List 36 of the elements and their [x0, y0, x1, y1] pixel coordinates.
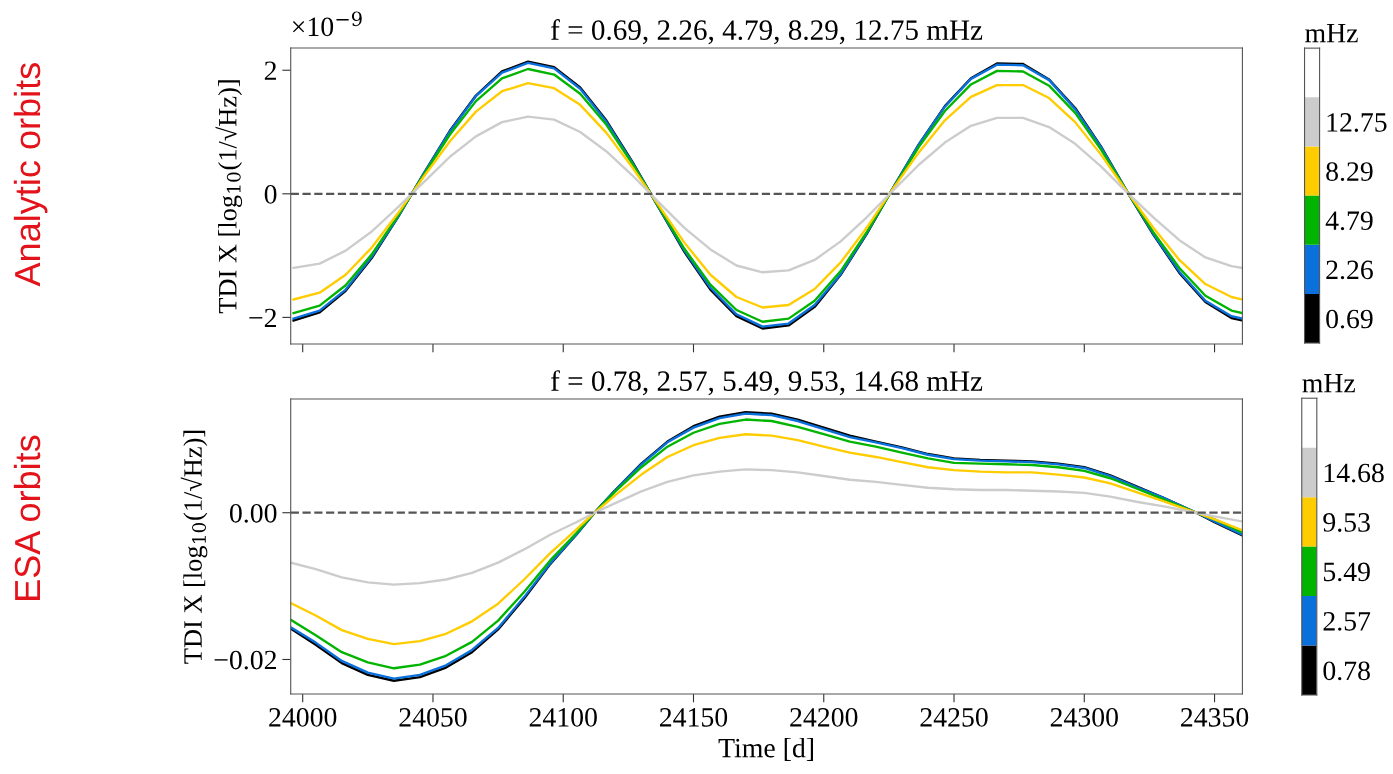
x-tick-label: 24050	[399, 707, 467, 727]
text: Analytic orbits	[13, 63, 48, 287]
x-tick-label: 24250	[920, 707, 988, 727]
legend-label: 2.26	[1326, 260, 1373, 280]
x-tick-label: 24200	[790, 707, 858, 727]
x-tick-label: 24100	[529, 707, 597, 727]
legend-label: 8.29	[1326, 162, 1373, 182]
legend-label: 2.57	[1323, 612, 1371, 631]
x-tick-label: 24300	[1050, 707, 1118, 727]
legend-title: mHz	[1305, 24, 1358, 43]
x-tick-label: 24350	[1181, 707, 1249, 727]
text: ×10$^{−9}$	[292, 11, 362, 37]
legend-label: 4.79	[1325, 211, 1373, 231]
legend-label: 0.78	[1323, 661, 1370, 681]
legend-label: 0.69	[1326, 309, 1373, 329]
line-series	[290, 468, 1243, 586]
y-tick-label: −2	[249, 308, 276, 328]
y-axis-title: TDI X [log$_{10}$(1/√Hz)]	[215, 80, 243, 314]
chart-title: f = 0.69, 2.26, 4.79, 8.29, 12.75 mHz	[551, 19, 983, 45]
y-axis-title: TDI X [log$_{10}$(1/√Hz)]	[180, 430, 208, 664]
line-series	[292, 115, 1243, 274]
text: ESA orbits	[13, 435, 41, 600]
chart-title: f = 0.78, 2.57, 5.49, 9.53, 14.68 mHz	[551, 370, 983, 396]
legend-label: 5.49	[1323, 562, 1370, 582]
legend-title: mHz	[1302, 374, 1355, 393]
y-tick-label: 2	[264, 61, 276, 80]
x-tick-label: 24150	[659, 707, 728, 727]
y-tick-label: −0.02	[214, 650, 276, 670]
y-tick-label: 0	[264, 184, 277, 204]
y-tick-label: 0.00	[229, 503, 277, 523]
x-tick-label: 24000	[269, 707, 337, 727]
x-axis-title: Time [d]	[718, 737, 813, 761]
legend-label: 14.68	[1324, 463, 1384, 483]
legend-label: 12.75	[1327, 113, 1387, 132]
legend-label: 9.53	[1323, 513, 1370, 532]
line-series	[290, 433, 1243, 646]
